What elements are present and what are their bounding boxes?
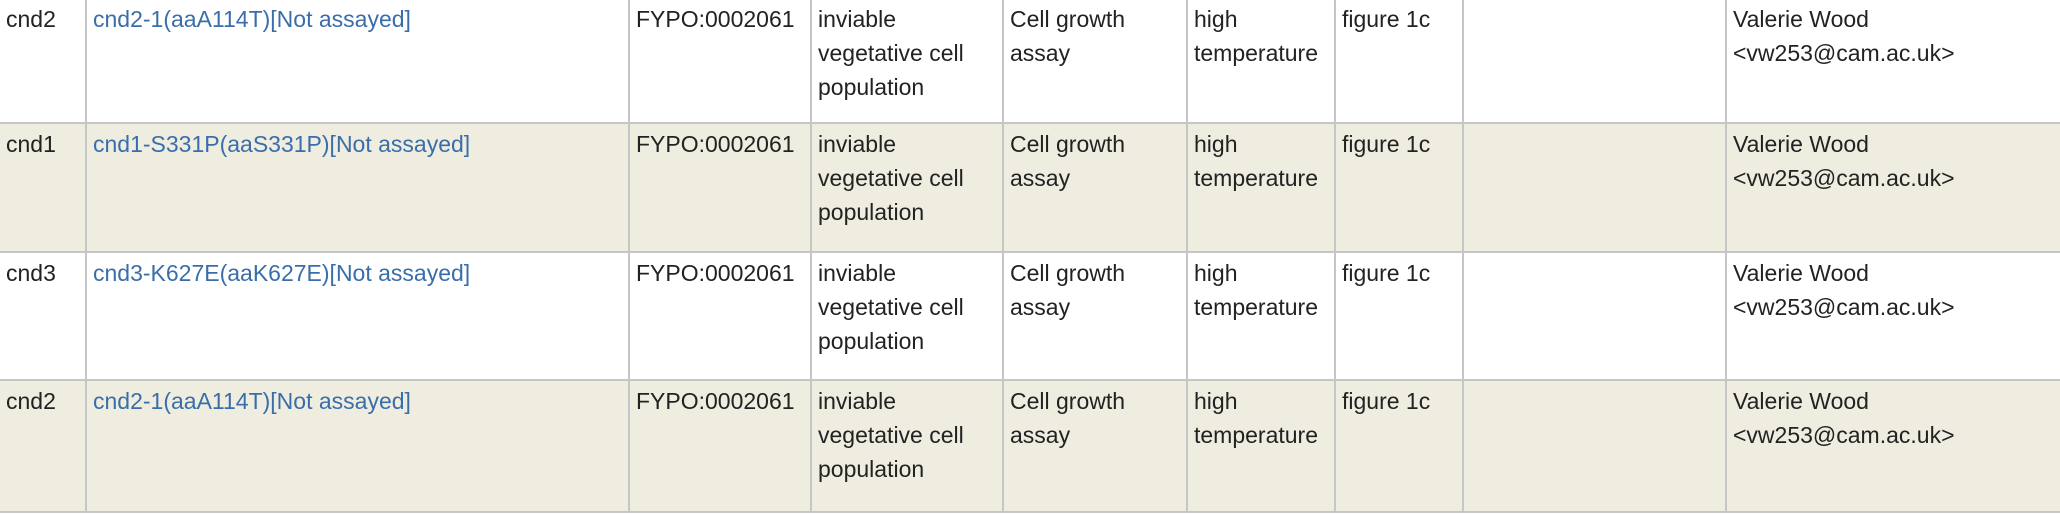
evidence-cell: Cell growth assay [1002, 379, 1188, 513]
extension-cell [1462, 379, 1727, 513]
table-row: cnd3 cnd3-K627E(aaK627E)[Not assayed] FY… [0, 251, 2060, 381]
extension-cell [1462, 122, 1727, 253]
term-name-cell: inviable vegetative cell population [810, 251, 1004, 381]
allele-link[interactable]: cnd2-1(aaA114T)[Not assayed] [93, 388, 411, 414]
allele-link[interactable]: cnd1-S331P(aaS331P)[Not assayed] [93, 131, 471, 157]
table-row: cnd1 cnd1-S331P(aaS331P)[Not assayed] FY… [0, 122, 2060, 253]
term-id-cell: FYPO:0002061 [628, 251, 812, 381]
curator-cell: Valerie Wood <vw253@cam.ac.uk> [1725, 379, 2060, 513]
reference-cell: figure 1c [1334, 0, 1464, 124]
term-name-cell: inviable vegetative cell population [810, 0, 1004, 124]
term-id-cell: FYPO:0002061 [628, 0, 812, 124]
condition-cell: high temperature [1186, 379, 1336, 513]
condition-cell: high temperature [1186, 122, 1336, 253]
allele-cell: cnd1-S331P(aaS331P)[Not assayed] [85, 122, 630, 253]
evidence-cell: Cell growth assay [1002, 251, 1188, 381]
term-name-cell: inviable vegetative cell population [810, 122, 1004, 253]
allele-link[interactable]: cnd3-K627E(aaK627E)[Not assayed] [93, 260, 471, 286]
evidence-cell: Cell growth assay [1002, 0, 1188, 124]
term-id-cell: FYPO:0002061 [628, 122, 812, 253]
table-row: cnd2 cnd2-1(aaA114T)[Not assayed] FYPO:0… [0, 379, 2060, 513]
curator-cell: Valerie Wood <vw253@cam.ac.uk> [1725, 122, 2060, 253]
evidence-cell: Cell growth assay [1002, 122, 1188, 253]
term-name-cell: inviable vegetative cell population [810, 379, 1004, 513]
gene-cell: cnd2 [0, 379, 87, 513]
allele-cell: cnd2-1(aaA114T)[Not assayed] [85, 379, 630, 513]
gene-cell: cnd3 [0, 251, 87, 381]
gene-cell: cnd2 [0, 0, 87, 124]
curator-cell: Valerie Wood <vw253@cam.ac.uk> [1725, 251, 2060, 381]
reference-cell: figure 1c [1334, 379, 1464, 513]
allele-cell: cnd3-K627E(aaK627E)[Not assayed] [85, 251, 630, 381]
table-row: cnd2 cnd2-1(aaA114T)[Not assayed] FYPO:0… [0, 0, 2060, 124]
reference-cell: figure 1c [1334, 251, 1464, 381]
allele-cell: cnd2-1(aaA114T)[Not assayed] [85, 0, 630, 124]
extension-cell [1462, 251, 1727, 381]
condition-cell: high temperature [1186, 251, 1336, 381]
condition-cell: high temperature [1186, 0, 1336, 124]
allele-link[interactable]: cnd2-1(aaA114T)[Not assayed] [93, 6, 411, 32]
gene-cell: cnd1 [0, 122, 87, 253]
extension-cell [1462, 0, 1727, 124]
term-id-cell: FYPO:0002061 [628, 379, 812, 513]
curator-cell: Valerie Wood <vw253@cam.ac.uk> [1725, 0, 2060, 124]
reference-cell: figure 1c [1334, 122, 1464, 253]
